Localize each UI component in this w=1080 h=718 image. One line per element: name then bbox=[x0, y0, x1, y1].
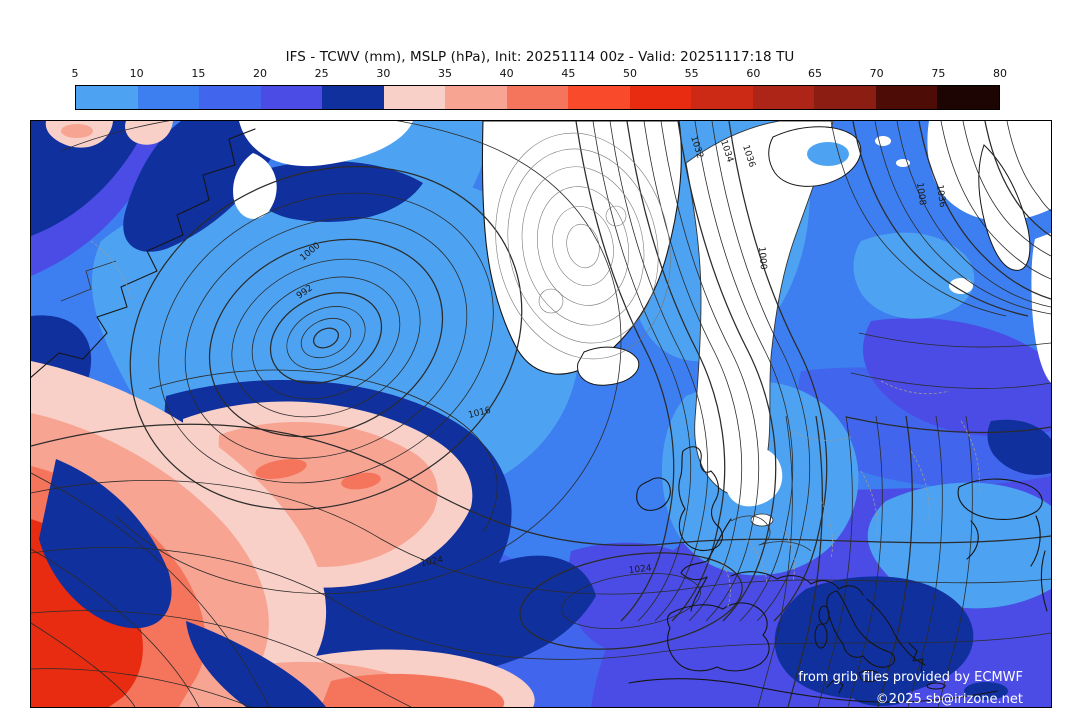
iberia bbox=[666, 602, 770, 672]
colorbar-tick-label: 45 bbox=[561, 67, 576, 80]
forecast-map: 992 1000 1016 1024 1024 1032 1034 1036 1… bbox=[30, 120, 1052, 708]
colorbar-tick-label: 50 bbox=[623, 67, 637, 80]
colorbar-tick-label: 5 bbox=[71, 67, 79, 80]
colorbar-cell bbox=[506, 86, 569, 109]
isobar-label: 1024 bbox=[420, 555, 445, 569]
colorbar-cell bbox=[568, 86, 630, 109]
colorbar-cell bbox=[752, 86, 815, 109]
ireland bbox=[636, 477, 671, 511]
isobars-atlantic-ridge bbox=[31, 369, 1051, 707]
greenland bbox=[481, 121, 682, 375]
iceland bbox=[577, 346, 640, 386]
colorbar-cell bbox=[629, 86, 692, 109]
colorbar-cell bbox=[691, 86, 753, 109]
coastlines bbox=[31, 128, 1048, 703]
isobars-norwegian-pack bbox=[575, 121, 828, 622]
map-canvas: 992 1000 1016 1024 1024 1032 1034 1036 1… bbox=[31, 121, 1051, 707]
colorbar-tick-label: 20 bbox=[253, 67, 267, 80]
colorbar-cell bbox=[260, 86, 323, 109]
colorbar-cell bbox=[76, 86, 138, 109]
svalbard-moist-oval bbox=[807, 142, 849, 166]
colorbar-tick-label: 60 bbox=[746, 67, 761, 80]
isobar-label: 1036 bbox=[934, 184, 947, 208]
colorbar-cell bbox=[322, 86, 384, 109]
colorbar-cell bbox=[814, 86, 876, 109]
baffin-white-band bbox=[239, 121, 413, 167]
isobar-label: 1024 bbox=[628, 564, 652, 576]
chart-title: IFS - TCWV (mm), MSLP (hPa), Init: 20251… bbox=[285, 49, 795, 65]
colorbar-cell bbox=[199, 86, 261, 109]
colorbar-tick-label: 40 bbox=[499, 67, 514, 80]
colorbar-tick-label: 10 bbox=[129, 67, 144, 80]
colorbar-tick-label: 55 bbox=[684, 67, 699, 80]
colorbar-tick-label: 70 bbox=[869, 67, 884, 80]
colorbar-tick-label: 25 bbox=[314, 67, 329, 80]
colorbar-tick-label: 65 bbox=[808, 67, 822, 80]
colorbar-tick-label: 75 bbox=[931, 67, 946, 80]
colorbar-cell bbox=[875, 86, 938, 109]
colorbar-tick-label: 80 bbox=[993, 67, 1007, 80]
colorbar-cells bbox=[75, 85, 1000, 110]
attribution: from grib files provided by ECMWF ©2025 … bbox=[798, 670, 1023, 707]
greenland-topography-contours bbox=[495, 132, 671, 360]
isobars-europe bbox=[757, 415, 973, 707]
attribution-line2: ©2025 sb@irizone.net bbox=[876, 692, 1023, 707]
great-britain bbox=[678, 446, 723, 552]
novaya-zemlya bbox=[978, 144, 1031, 271]
isobar-label: 1000 bbox=[756, 246, 768, 270]
colorbar-ticks: 5 10 15 20 25 30 35 40 45 50 55 60 65 70 75 80 bbox=[71, 67, 1008, 81]
dry-white-regions bbox=[233, 121, 1051, 527]
tcwv-navy-slashes bbox=[39, 459, 326, 707]
colorbar-cell bbox=[445, 86, 507, 109]
colorbar-tick-label: 35 bbox=[438, 67, 452, 80]
colorbar-cell bbox=[383, 86, 446, 109]
isobars-arctic-fan bbox=[830, 121, 1051, 434]
attribution-line1: from grib files provided by ECMWF bbox=[798, 670, 1023, 685]
colorbar-tick-label: 15 bbox=[191, 67, 206, 80]
colorbar-tick-label: 30 bbox=[376, 67, 391, 80]
isobar-label: 1008 bbox=[914, 182, 927, 206]
country-borders bbox=[90, 240, 980, 610]
colorbar-cell bbox=[937, 86, 999, 109]
colorbar-cell bbox=[137, 86, 200, 109]
black-sea bbox=[957, 478, 1043, 520]
